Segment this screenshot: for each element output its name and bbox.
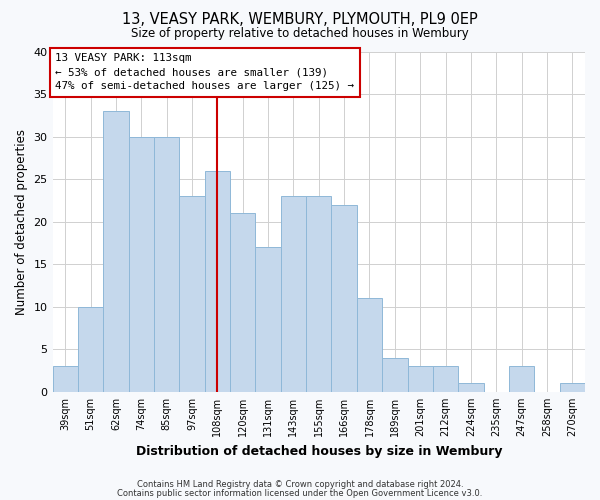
- Bar: [205, 170, 230, 392]
- Text: 13 VEASY PARK: 113sqm
← 53% of detached houses are smaller (139)
47% of semi-det: 13 VEASY PARK: 113sqm ← 53% of detached …: [55, 53, 354, 91]
- Bar: [281, 196, 306, 392]
- X-axis label: Distribution of detached houses by size in Wembury: Distribution of detached houses by size …: [136, 444, 502, 458]
- Text: Size of property relative to detached houses in Wembury: Size of property relative to detached ho…: [131, 28, 469, 40]
- Bar: [560, 384, 585, 392]
- Text: Contains HM Land Registry data © Crown copyright and database right 2024.: Contains HM Land Registry data © Crown c…: [137, 480, 463, 489]
- Y-axis label: Number of detached properties: Number of detached properties: [15, 128, 28, 314]
- Bar: [103, 111, 128, 392]
- Bar: [78, 307, 103, 392]
- Bar: [382, 358, 407, 392]
- Bar: [256, 247, 281, 392]
- Bar: [357, 298, 382, 392]
- Bar: [331, 204, 357, 392]
- Bar: [154, 136, 179, 392]
- Bar: [458, 384, 484, 392]
- Bar: [230, 213, 256, 392]
- Bar: [509, 366, 534, 392]
- Bar: [179, 196, 205, 392]
- Bar: [53, 366, 78, 392]
- Bar: [433, 366, 458, 392]
- Text: 13, VEASY PARK, WEMBURY, PLYMOUTH, PL9 0EP: 13, VEASY PARK, WEMBURY, PLYMOUTH, PL9 0…: [122, 12, 478, 28]
- Bar: [306, 196, 331, 392]
- Bar: [407, 366, 433, 392]
- Text: Contains public sector information licensed under the Open Government Licence v3: Contains public sector information licen…: [118, 488, 482, 498]
- Bar: [128, 136, 154, 392]
